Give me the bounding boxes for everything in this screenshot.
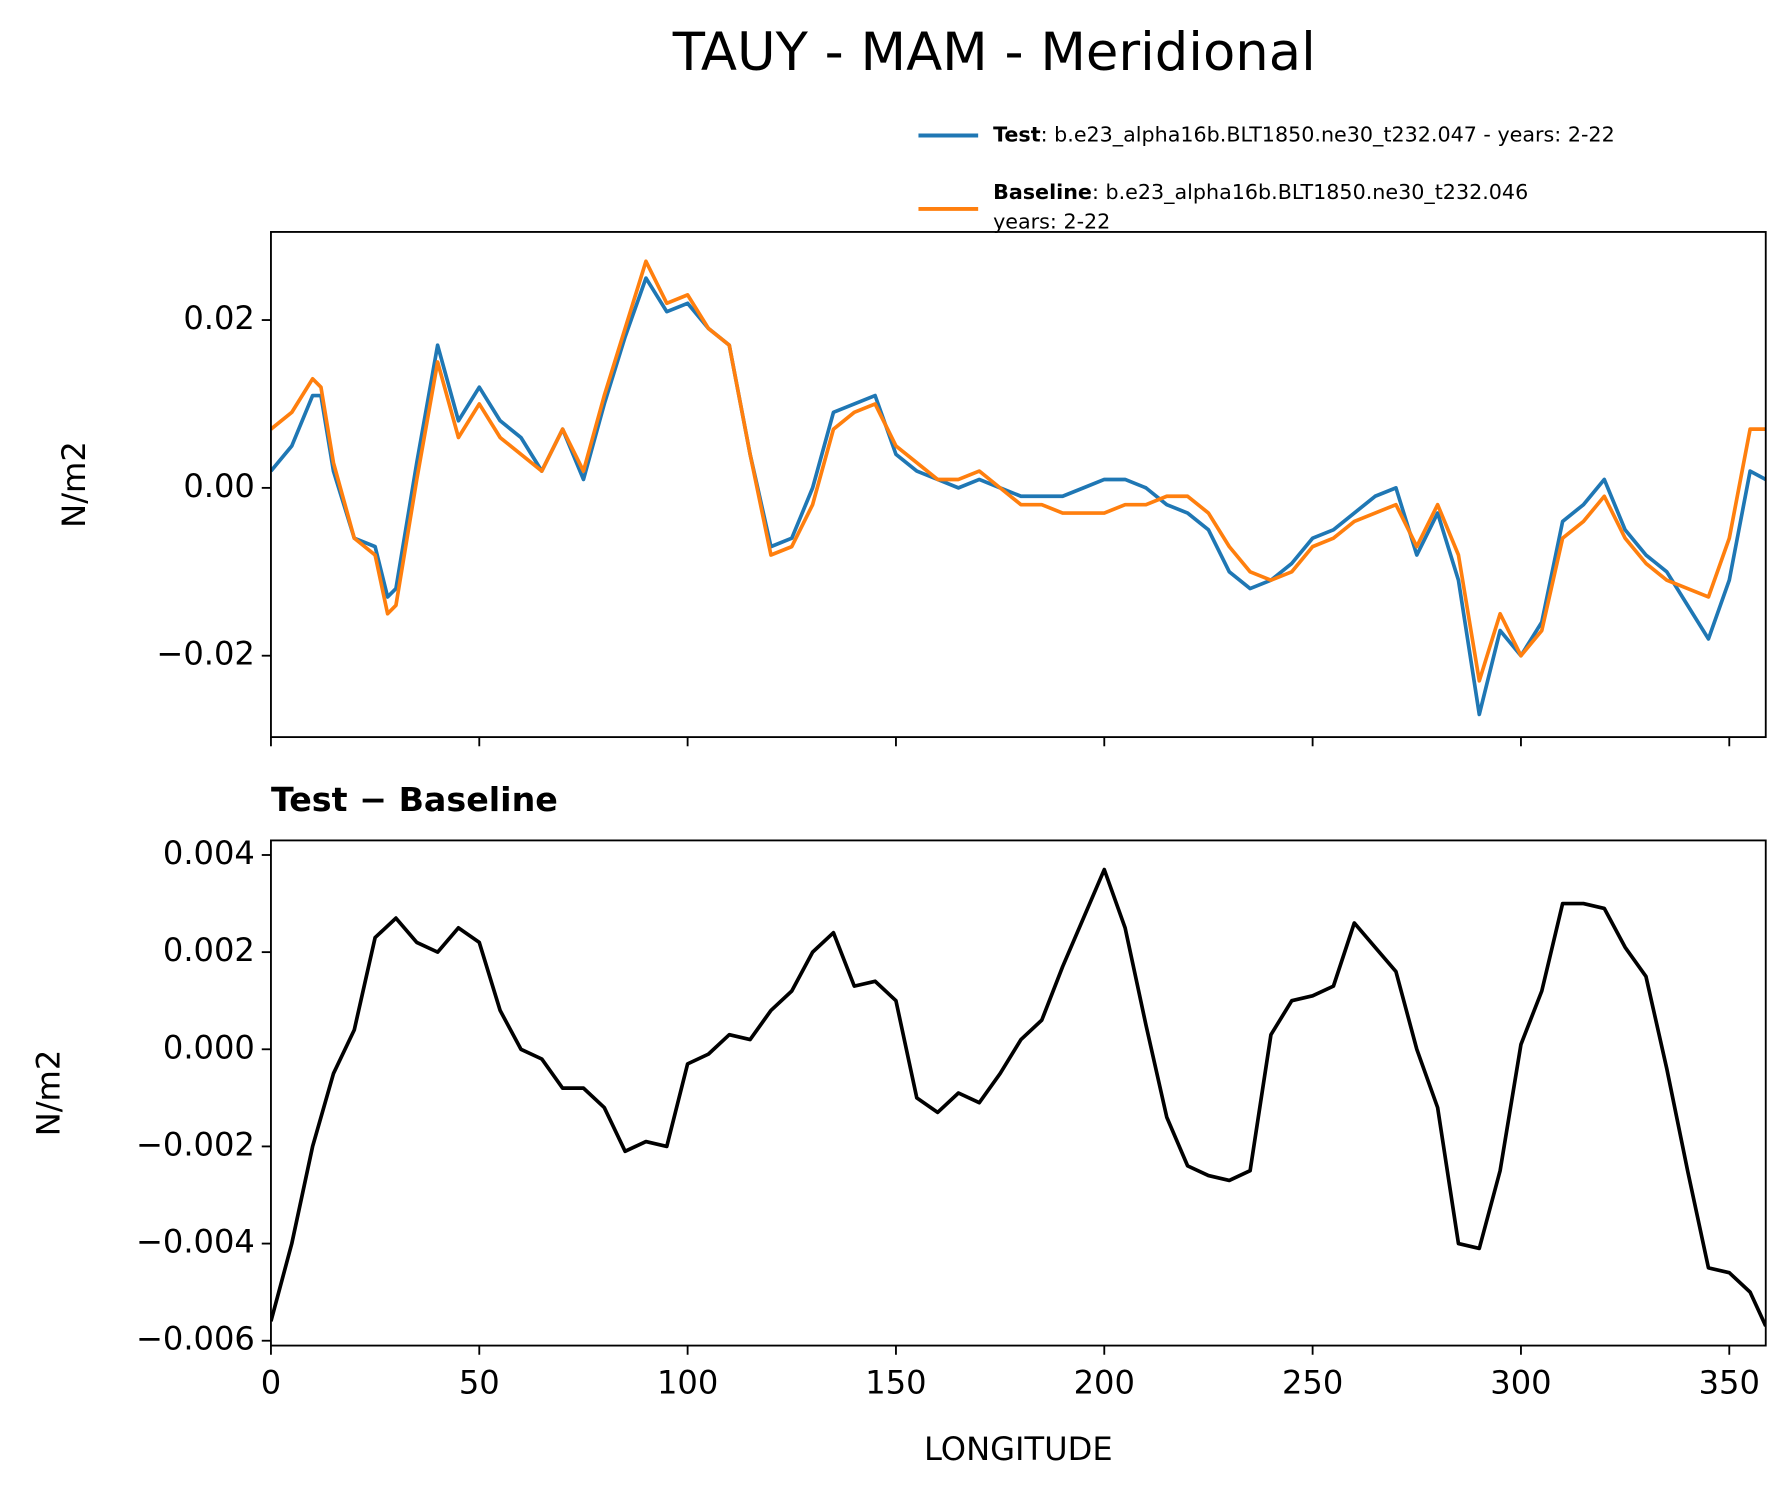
legend-description: : b.e23_alpha16b.BLT1850.ne30_t232.046 [1092, 180, 1528, 204]
y-tick-label: −0.02 [156, 635, 254, 673]
y-tick-label: 0.004 [163, 834, 255, 872]
x-tick-label: 150 [865, 1364, 926, 1402]
subplot-title: Test − Baseline [271, 780, 558, 819]
legend-description-line: years: 2-22 [993, 210, 1110, 234]
legend-entry: Baseline: b.e23_alpha16b.BLT1850.ne30_t2… [993, 180, 1528, 204]
x-tick-label: 50 [459, 1364, 500, 1402]
y-tick-label: 0.00 [183, 467, 255, 505]
series-line [270, 276, 1766, 717]
x-tick-label: 300 [1490, 1364, 1551, 1402]
y-tick-label: −0.006 [136, 1320, 255, 1358]
legend-entry: Test: b.e23_alpha16b.BLT1850.ne30_t232.0… [993, 123, 1615, 147]
y-tick-label: −0.004 [136, 1223, 255, 1261]
y-tick-label: −0.002 [136, 1125, 255, 1163]
x-tick-label: 100 [657, 1364, 718, 1402]
axes-frame [270, 839, 1767, 1347]
chart-title: TAUY - MAM - Meridional [672, 22, 1316, 83]
x-tick-label: 0 [261, 1364, 281, 1402]
y-axis-label: N/m2 [30, 1050, 68, 1137]
legend-name: Test [993, 123, 1041, 147]
y-axis-label: N/m2 [55, 441, 93, 528]
y-tick-label: 0.002 [163, 931, 255, 969]
x-tick-label: 350 [1699, 1364, 1760, 1402]
x-axis-label: LONGITUDE [924, 1430, 1113, 1468]
x-tick-label: 200 [1074, 1364, 1135, 1402]
legend-name: Baseline [993, 180, 1092, 204]
series-line [270, 867, 1766, 1327]
y-tick-label: 0.02 [183, 299, 255, 337]
x-tick-label: 250 [1282, 1364, 1343, 1402]
axes-frame [270, 231, 1767, 739]
series-line [270, 259, 1766, 683]
y-tick-label: 0.000 [163, 1028, 255, 1066]
legend-description: : b.e23_alpha16b.BLT1850.ne30_t232.047 -… [1041, 123, 1615, 147]
